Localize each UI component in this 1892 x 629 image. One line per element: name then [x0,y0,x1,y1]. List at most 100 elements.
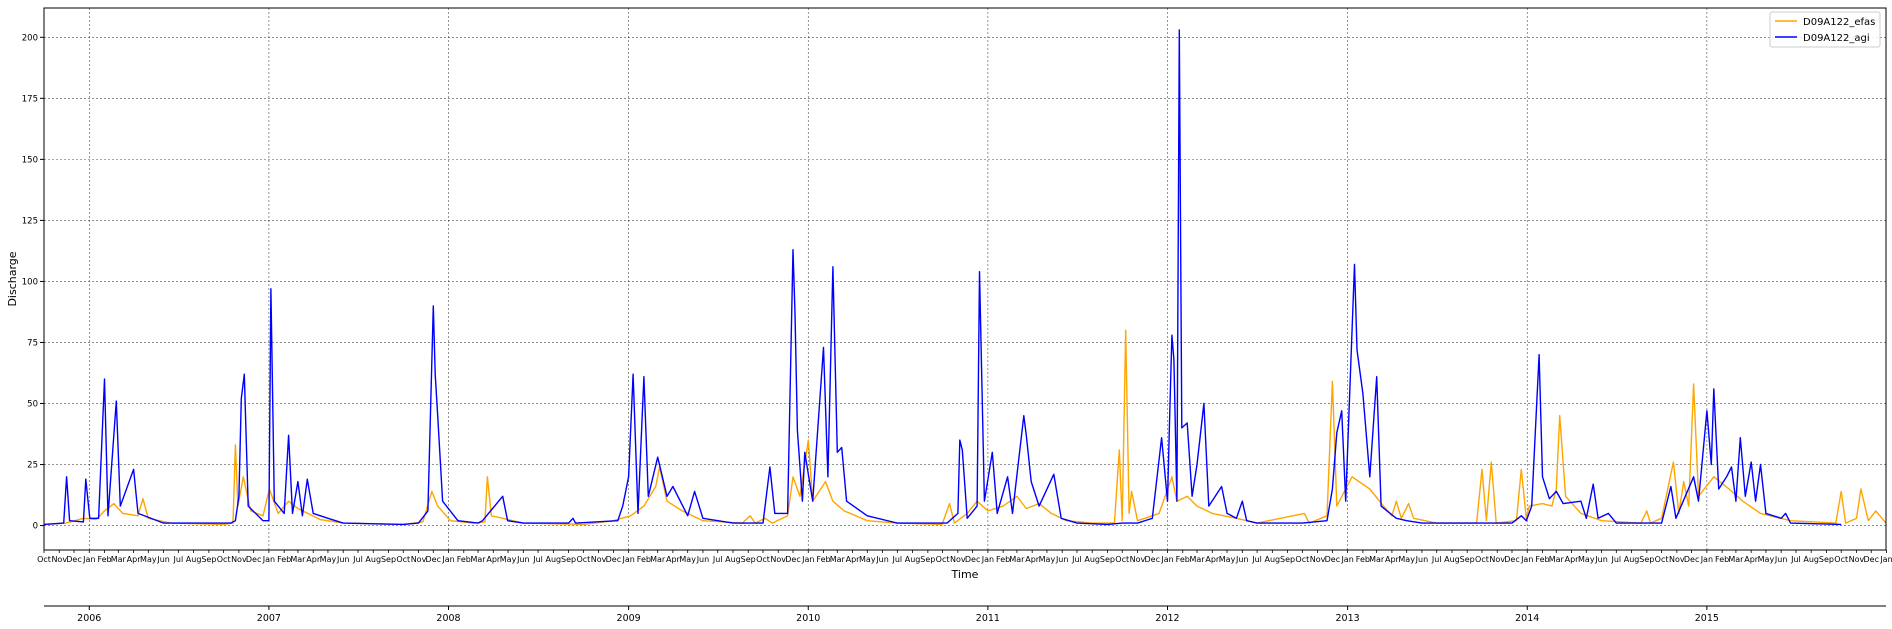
x-tick-label: Jun [1415,555,1429,564]
x-tick-label: Sep [381,555,396,564]
x-tick-label: Mar [1189,555,1205,564]
x-tick-label: May [500,555,517,564]
x-tick-label: Nov [1310,555,1326,564]
x-tick-label: Nov [1849,555,1865,564]
x-tick-label: Mar [830,555,846,564]
legend: D09A122_efas D09A122_agi [1769,11,1881,48]
x-tick-label: Jan [1340,555,1353,564]
x-tick-label: May [1398,555,1415,564]
y-tick-label: 100 [22,277,38,287]
x-tick-label: Oct [1834,555,1848,564]
x-tick-label: Oct [936,555,950,564]
x-tick-label: May [1758,555,1775,564]
x-tick-label: Aug [905,555,921,564]
y-axis-label: Discharge [6,251,19,306]
x-tick-label: Jun [1594,555,1608,564]
x-tick-label: Jun [336,555,350,564]
x-tick-label: May [679,555,696,564]
x-tick-label: Jan [1879,555,1892,564]
year-tick-label: 2008 [436,613,460,624]
x-tick-label: Nov [770,555,786,564]
year-tick-label: 2015 [1695,613,1719,624]
year-tick-label: 2011 [976,613,1000,624]
x-tick-label: Aug [1084,555,1100,564]
series-layer [43,29,1887,526]
x-tick-label: Feb [637,555,651,564]
x-axis-label: Time [951,568,979,581]
x-tick-label: Dec [66,555,81,564]
x-tick-label: Jan [82,555,95,564]
x-tick-label: Jan [1700,555,1713,564]
grid [44,8,1886,550]
x-tick-label: Aug [725,555,741,564]
x-tick-label: Jul [173,555,184,564]
x-tick-label: Dec [606,555,621,564]
x-tick-label: Dec [1863,555,1878,564]
x-tick-label: Aug [365,555,381,564]
x-tick-label: Feb [1535,555,1549,564]
x-tick-label: Jun [696,555,710,564]
y-tick-label: 175 [22,94,38,104]
x-tick-label: May [140,555,157,564]
x-tick-label: Jul [892,555,903,564]
x-tick-label: Jul [1790,555,1801,564]
year-tick-label: 2014 [1515,613,1539,624]
x-tick-label: Jul [1431,555,1442,564]
x-tick-label: Jan [1160,555,1173,564]
x-tick-label: Sep [741,555,756,564]
x-tick-label: Jul [1251,555,1262,564]
plot-area-frame [43,7,1887,551]
legend-box [1769,11,1881,48]
year-tick-label: 2012 [1155,613,1179,624]
x-tick-label: Jan [981,555,994,564]
x-tick-label: Apr [127,555,142,564]
y-tick-label: 125 [22,216,38,226]
x-tick-label: Dec [246,555,261,564]
series-line-agi [43,29,1842,526]
legend-label-efas: D09A122_efas [1803,17,1875,28]
year-tick-label: 2009 [617,613,641,624]
x-tick-label: Jun [156,555,170,564]
x-tick-label: Jun [1235,555,1249,564]
x-tick-label: May [859,555,876,564]
x-tick-label: Sep [1460,555,1475,564]
x-tick-label: Jul [1610,555,1621,564]
x-tick-label: Apr [666,555,681,564]
x-tick-label: Oct [576,555,590,564]
x-tick-label: Apr [1385,555,1400,564]
x-tick-label: Sep [1819,555,1834,564]
x-tick-label: Sep [1280,555,1295,564]
x-tick-label: Dec [1684,555,1699,564]
x-tick-label: Jul [1071,555,1082,564]
x-tick-label: Feb [816,555,830,564]
x-tick-label: Mar [290,555,306,564]
x-tick-label: Jun [516,555,530,564]
x-tick-label: Nov [1489,555,1505,564]
x-tick-label: Nov [1130,555,1146,564]
x-tick-label: Oct [1475,555,1489,564]
x-tick-label: Sep [920,555,935,564]
x-tick-label: Nov [591,555,607,564]
x-tick-label: Dec [785,555,800,564]
x-tick-label: Mar [1009,555,1025,564]
x-tick-label: Nov [1669,555,1685,564]
x-tick-label: Sep [201,555,216,564]
x-tick-label: Feb [1176,555,1190,564]
x-tick-label: Mar [1728,555,1744,564]
x-tick-label: Oct [217,555,231,564]
x-tick-label: Feb [277,555,291,564]
x-tick-label: Aug [186,555,202,564]
y-tick-label: 0 [33,522,38,532]
x-tick-label: Aug [1624,555,1640,564]
x-tick-label: Apr [306,555,321,564]
x-tick-label: Jul [712,555,723,564]
x-tick-label: Jun [1774,555,1788,564]
x-tick-label: Apr [846,555,861,564]
x-tick-label: Nov [231,555,247,564]
x-tick-label: Nov [950,555,966,564]
x-tick-label: Dec [426,555,441,564]
x-tick-label: Oct [1655,555,1669,564]
x-tick-label: May [320,555,337,564]
x-tick-label: Dec [1145,555,1160,564]
